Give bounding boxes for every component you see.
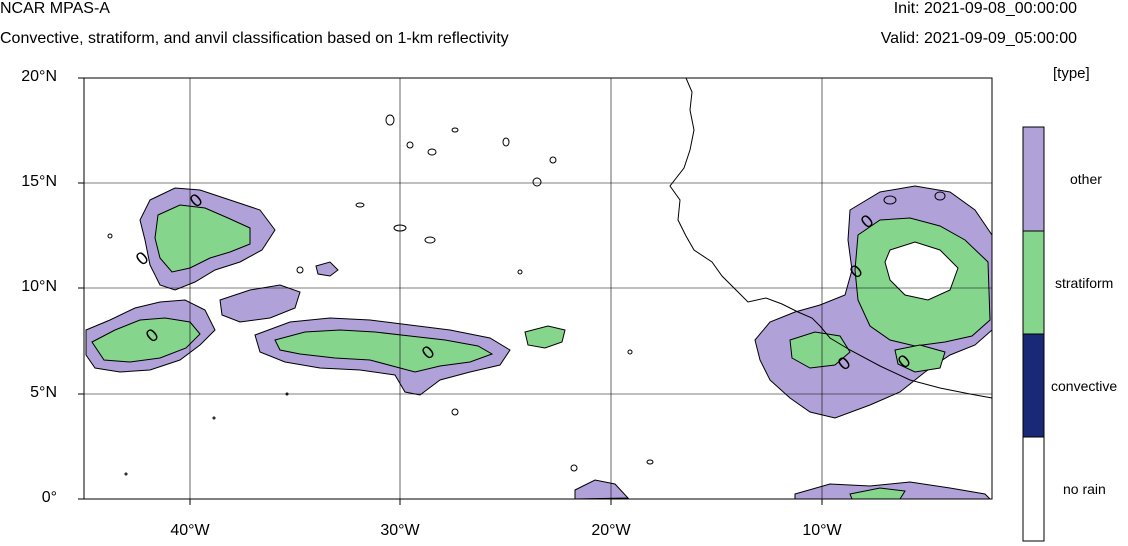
- stratiform-region: [849, 487, 906, 499]
- map-title: NCAR MPAS-A: [0, 0, 110, 17]
- lon-label: 40°W: [170, 522, 210, 539]
- legend-swatch-convective: [1022, 333, 1045, 438]
- other-region: [574, 479, 630, 499]
- legend-label-stratiform: stratiform: [1055, 275, 1114, 291]
- legend-swatch-other: [1022, 126, 1045, 232]
- tick-marks: [78, 77, 823, 505]
- stratiform-region: [274, 329, 494, 373]
- legend-label-no-rain: no rain: [1063, 481, 1106, 497]
- legend-swatch-stratiform: [1022, 230, 1045, 335]
- legend-colorbar: [1022, 126, 1045, 542]
- legend-label-convective: convective: [1051, 378, 1118, 394]
- lat-label: 0°: [41, 489, 57, 506]
- stratiform-region: [894, 344, 946, 373]
- stratiform-region: [91, 317, 201, 363]
- lat-label: 10°N: [21, 278, 57, 295]
- precip-field: [85, 114, 992, 499]
- lat-label: 5°N: [30, 384, 57, 401]
- coastline: [669, 77, 993, 399]
- other-region: [219, 284, 301, 323]
- graticule: [84, 78, 992, 499]
- legend-units: [type]: [1053, 65, 1090, 82]
- lon-label: 20°W: [591, 522, 631, 539]
- stratiform-region: [154, 204, 251, 273]
- lat-label: 15°N: [21, 173, 57, 190]
- other-region: [315, 261, 339, 277]
- init-time: Init: 2021-09-08_00:00:00: [893, 0, 1077, 17]
- no-rain-hole: [884, 241, 959, 301]
- lat-label: 20°N: [21, 68, 57, 85]
- valid-time: Valid: 2021-09-09_05:00:00: [880, 30, 1077, 47]
- lon-label: 30°W: [380, 522, 420, 539]
- stratiform-region: [524, 325, 566, 349]
- legend-swatch-no-rain: [1022, 436, 1045, 542]
- map-subtitle: Convective, stratiform, and anvil classi…: [0, 30, 509, 47]
- lon-label: 10°W: [802, 522, 842, 539]
- legend-label-other: other: [1070, 171, 1102, 187]
